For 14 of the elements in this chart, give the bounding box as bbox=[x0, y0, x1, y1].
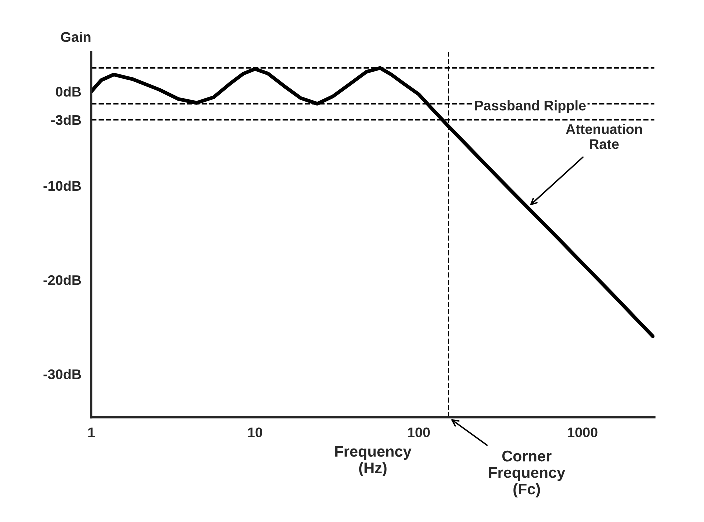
y-tick-label: -10dB bbox=[44, 180, 82, 192]
annotation: Passband Ripple bbox=[475, 100, 586, 114]
ref-line-label: Corner Frequency (Fc) bbox=[489, 450, 566, 498]
annotation: Attenuation Rate bbox=[566, 124, 642, 150]
x-tick-label: 10 bbox=[248, 428, 262, 438]
x-tick-label: 1000 bbox=[568, 428, 598, 438]
x-tick-label: 100 bbox=[408, 428, 430, 438]
y-tick-label: -3dB bbox=[51, 114, 82, 126]
y-tick-label: 0dB bbox=[56, 86, 82, 97]
y-tick-label: -30dB bbox=[44, 369, 82, 380]
y-tick-label: -20dB bbox=[44, 275, 82, 286]
y-axis-title: Gain bbox=[61, 32, 91, 42]
x-axis-title: Frequency (Hz) bbox=[336, 446, 412, 477]
x-tick-label: 1 bbox=[88, 428, 95, 438]
